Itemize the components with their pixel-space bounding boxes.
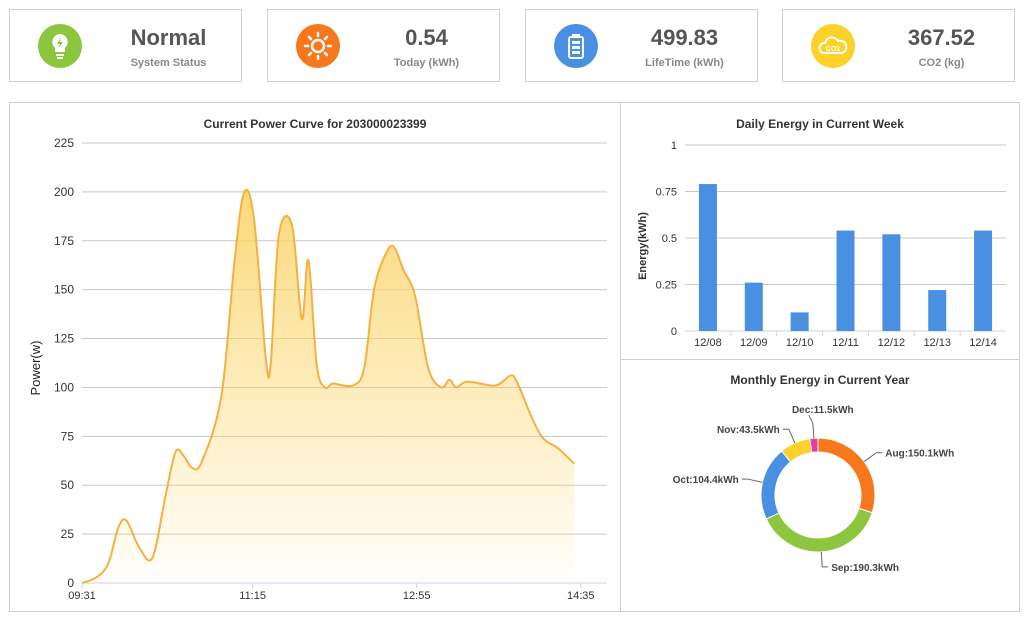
right-panel: Daily Energy in Current Week 0 0.25 0.5 0.7…	[620, 102, 1020, 612]
week-bar[interactable]	[790, 312, 809, 331]
lightbulb-icon	[38, 24, 82, 68]
power-line	[81, 188, 575, 584]
power-y-axis-label: Power(w)	[28, 341, 43, 396]
today-energy-value: 0.54	[405, 25, 448, 50]
month-slice[interactable]	[809, 437, 819, 454]
power-y-tick: 0	[67, 576, 74, 590]
lifetime-energy-value: 499.83	[650, 25, 719, 50]
month-slice-label: Nov:43.5kWh	[717, 425, 780, 436]
week-bar[interactable]	[974, 230, 993, 331]
month-label-connector	[808, 414, 815, 439]
power-x-tick: 14:35	[567, 590, 595, 602]
week-chart: 0 0.25 0.5 0.75 1 12/08 12/09 12/10 12/11 12/12 12…	[637, 140, 1006, 349]
power-y-tick: 100	[54, 380, 74, 394]
co2-card: CO2 367.52 CO2 (kg)	[782, 9, 1015, 82]
power-y-tick: 50	[61, 478, 75, 492]
month-chart-title: Monthly Energy in Current Year	[730, 373, 910, 387]
power-y-tick: 75	[61, 429, 75, 443]
week-bar[interactable]	[836, 230, 855, 331]
week-bar[interactable]	[928, 290, 947, 331]
co2-value: 367.52	[907, 25, 976, 50]
week-x-tick: 12/08	[694, 337, 722, 349]
month-label-connector	[820, 551, 829, 568]
power-y-tick: 125	[54, 332, 74, 346]
co2-cloud-icon: CO2	[811, 24, 855, 68]
week-x-tick: 12/14	[969, 337, 997, 349]
power-y-tick: 175	[54, 234, 74, 248]
week-y-axis-label: Energy(kWh)	[637, 212, 649, 280]
panel-divider	[621, 359, 1019, 360]
power-y-tick: 225	[54, 136, 74, 150]
week-x-tick: 12/09	[740, 337, 768, 349]
week-bar[interactable]	[882, 234, 901, 331]
week-x-tick: 12/12	[878, 337, 906, 349]
power-y-tick: 25	[61, 527, 75, 541]
week-x-tick: 12/10	[786, 337, 814, 349]
month-chart: Aug:150.1kWh Sep:190.3kWh Oct:104.4kWh Nov:…	[673, 405, 955, 574]
month-label-connector	[741, 478, 763, 483]
svg-text:CO2: CO2	[826, 46, 841, 53]
week-x-tick: 12/11	[832, 337, 859, 349]
power-y-tick: 150	[54, 283, 74, 297]
today-energy-label: Today (kWh)	[393, 57, 460, 69]
week-x-tick: 12/13	[923, 337, 951, 349]
month-label-connector	[863, 452, 883, 462]
system-status-value: Normal	[130, 25, 207, 50]
status-card: Normal System Status	[9, 9, 242, 82]
power-curve-chart: 0 25 50 75 100 125 150 175 200 225 09:31 11:15 12:55…	[28, 136, 607, 602]
power-curve-panel: Current Power Curve for 203000023399 0 25…	[9, 102, 621, 612]
power-area	[82, 189, 575, 583]
power-x-tick: 12:55	[403, 590, 431, 602]
battery-icon	[554, 24, 598, 68]
power-x-tick: 09:31	[68, 590, 96, 602]
week-y-tick: 0.5	[662, 233, 677, 245]
co2-label: CO2 (kg)	[918, 57, 965, 69]
power-curve-title: Current Power Curve for 203000023399	[203, 117, 427, 131]
month-label-connector	[782, 428, 796, 444]
sun-icon	[296, 24, 340, 68]
week-y-tick: 0.75	[656, 187, 677, 199]
month-slice-label: Oct:104.4kWh	[673, 475, 739, 486]
month-slice[interactable]	[760, 450, 792, 520]
month-slice-label: Sep:190.3kWh	[831, 563, 899, 574]
week-chart-title: Daily Energy in Current Week	[736, 117, 904, 131]
week-y-tick: 0	[671, 326, 677, 338]
month-slice-label: Dec:11.5kWh	[792, 405, 854, 416]
power-y-tick: 200	[54, 185, 74, 199]
month-slice-label: Aug:150.1kWh	[885, 449, 954, 460]
week-y-tick: 0.25	[656, 280, 677, 292]
lifetime-card: 499.83 LifeTime (kWh)	[525, 9, 758, 82]
week-y-tick: 1	[671, 140, 677, 152]
lifetime-energy-label: LifeTime (kWh)	[645, 57, 724, 69]
system-status-label: System Status	[130, 57, 207, 69]
month-slice[interactable]	[817, 437, 876, 514]
week-bar[interactable]	[698, 184, 717, 331]
week-bar[interactable]	[744, 282, 763, 331]
today-card: 0.54 Today (kWh)	[267, 9, 500, 82]
month-slice[interactable]	[765, 507, 873, 553]
power-x-tick: 11:15	[239, 590, 266, 602]
